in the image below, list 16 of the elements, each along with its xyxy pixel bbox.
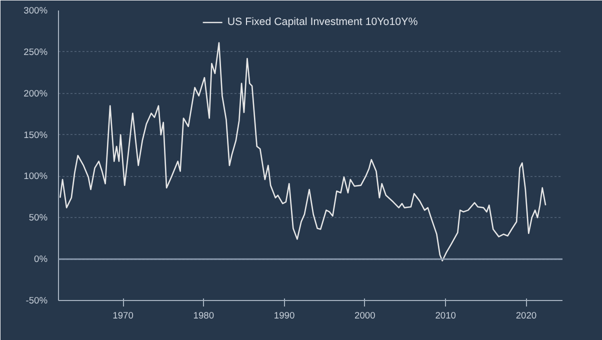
y-tick-label: 300% [24, 6, 48, 16]
x-tick-label: 1990 [274, 310, 295, 320]
y-tick-label: 200% [24, 88, 48, 98]
line-series [59, 42, 546, 262]
x-tick-label: 2020 [516, 310, 537, 320]
x-tick-label: 2010 [435, 310, 456, 320]
x-tick-label: 2000 [354, 310, 376, 320]
y-tick-label: 250% [24, 46, 48, 57]
y-tick-label: 0% [34, 254, 48, 264]
x-tick-label: 1980 [193, 310, 214, 320]
y-tick-label: 150% [24, 130, 48, 140]
y-tick-label: 100% [24, 171, 48, 182]
y-tick-label: -50% [26, 296, 48, 306]
x-tick-label: 1970 [112, 310, 134, 320]
y-tick-label: 50% [28, 212, 48, 223]
legend-label: US Fixed Capital Investment 10Yo10Y% [227, 16, 418, 28]
